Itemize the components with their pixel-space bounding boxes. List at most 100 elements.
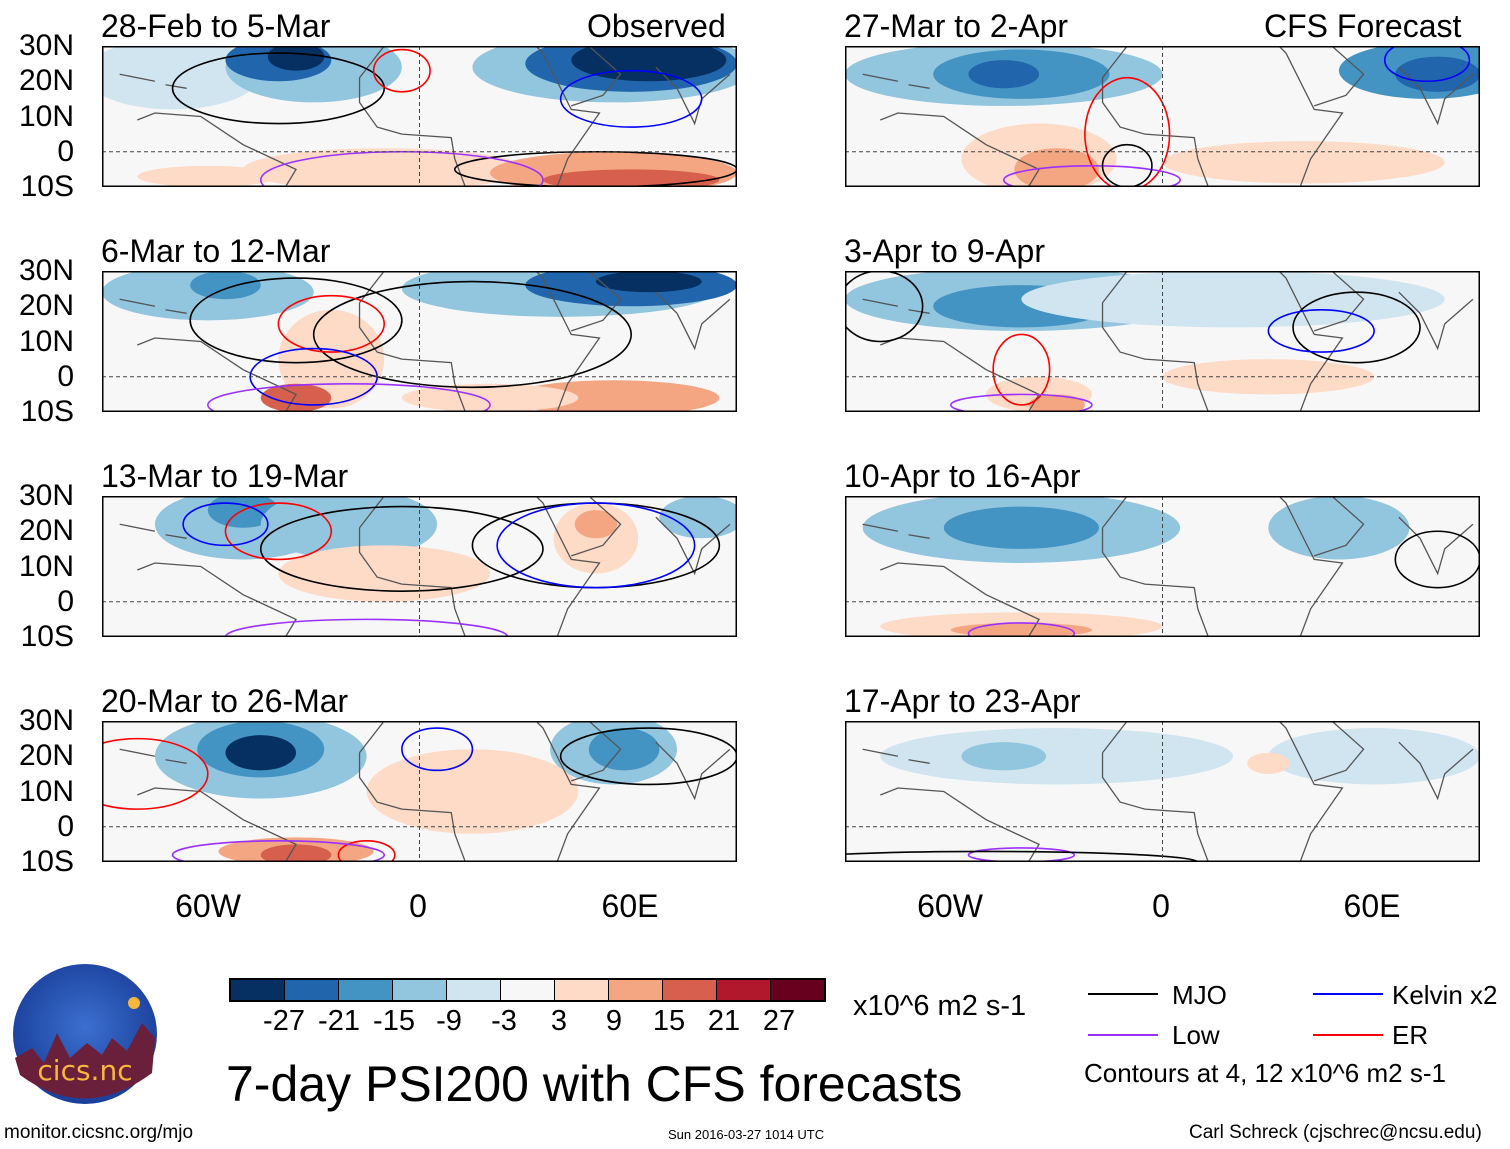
wave-contour bbox=[992, 333, 1051, 406]
footer-url[interactable]: monitor.cicsnc.org/mjo bbox=[4, 1122, 194, 1143]
anomaly-shading bbox=[268, 46, 324, 71]
main-title: 7-day PSI200 with CFS forecasts bbox=[226, 1056, 963, 1112]
anomaly-shading bbox=[1247, 753, 1289, 774]
contour-note: Contours at 4, 12 x10^6 m2 s-1 bbox=[1084, 1058, 1446, 1088]
anomaly-shading bbox=[102, 46, 261, 109]
footer-timestamp: Sun 2016-03-27 1014 UTC bbox=[668, 1127, 825, 1142]
wave-contour bbox=[224, 502, 333, 561]
anomaly-shading bbox=[261, 844, 332, 862]
map-panel bbox=[102, 721, 737, 862]
forecast-label: CFS Forecast bbox=[1264, 8, 1462, 44]
anomaly-shading bbox=[137, 166, 278, 187]
coastline bbox=[845, 271, 1474, 412]
panel-title: 10-Apr to 16-Apr bbox=[844, 458, 1081, 494]
legend-label-low: Low bbox=[1172, 1020, 1220, 1050]
anomaly-shading bbox=[1268, 496, 1409, 559]
panel-frame bbox=[845, 271, 1480, 412]
cicsnc-logo: cics.nc bbox=[13, 964, 157, 1104]
map-panel bbox=[845, 496, 1480, 637]
legend-label-mjo: MJO bbox=[1172, 980, 1227, 1010]
panel-title: 6-Mar to 12-Mar bbox=[101, 233, 331, 269]
legend-line-kelvin bbox=[1313, 993, 1383, 995]
anomaly-shading bbox=[1395, 57, 1480, 92]
wave-contour bbox=[171, 840, 385, 862]
panel-frame bbox=[845, 496, 1480, 637]
legend-label-er: ER bbox=[1392, 1020, 1429, 1050]
wave-contour bbox=[277, 294, 386, 353]
wave-contour bbox=[259, 505, 544, 592]
map-panel bbox=[102, 496, 737, 637]
wave-contour bbox=[224, 618, 509, 637]
colorbar-tick-label: 27 bbox=[762, 1005, 796, 1037]
lat-tick-label: 10N bbox=[18, 99, 74, 133]
lon-tick-right-0: 0 bbox=[1152, 888, 1170, 924]
legend-line-mjo bbox=[1088, 993, 1158, 995]
anomaly-shading bbox=[575, 510, 617, 538]
wave-contour bbox=[312, 280, 632, 389]
colorbar-tick-label: 21 bbox=[707, 1005, 741, 1037]
wave-contour bbox=[1267, 308, 1375, 353]
colorbar-units: x10^6 m2 s-1 bbox=[853, 990, 1027, 1022]
panel-title: 27-Mar to 2-Apr bbox=[844, 8, 1069, 44]
lat-tick-label: 0 bbox=[57, 359, 74, 393]
wave-contour bbox=[496, 502, 696, 589]
legend-label-kelvin: Kelvin x2 bbox=[1392, 980, 1498, 1010]
lat-tick-label: 10S bbox=[20, 620, 74, 653]
colorbar-tick-label: -15 bbox=[373, 1005, 415, 1037]
wave-contour bbox=[337, 840, 396, 862]
colorbar-tick-label: -3 bbox=[491, 1005, 517, 1037]
colorbar-tick-label: 15 bbox=[652, 1005, 686, 1037]
anomaly-shading bbox=[402, 384, 578, 412]
anomaly-shading bbox=[278, 545, 490, 601]
anomaly-shading bbox=[659, 496, 737, 538]
wave-contour bbox=[1383, 46, 1471, 83]
lat-tick-label: 10S bbox=[20, 845, 74, 878]
anomaly-shading bbox=[225, 735, 296, 770]
anomaly-shading bbox=[367, 749, 579, 834]
lon-tick-left-0: 0 bbox=[409, 888, 427, 924]
panel-frame bbox=[102, 721, 737, 862]
panel-frame bbox=[102, 271, 737, 412]
lat-tick-label: 0 bbox=[57, 584, 74, 618]
colorbar-swatch bbox=[393, 980, 447, 1000]
wave-contour bbox=[189, 277, 403, 364]
panel-title: 20-Mar to 26-Mar bbox=[101, 683, 349, 719]
map-panel bbox=[845, 46, 1480, 187]
anomaly-shading bbox=[589, 728, 660, 770]
wave-contour bbox=[845, 850, 1199, 862]
wave-contour bbox=[1002, 165, 1181, 187]
panel-title: 17-Apr to 23-Apr bbox=[844, 683, 1081, 719]
wave-contour bbox=[559, 69, 703, 128]
lat-tick-label: 10N bbox=[18, 549, 74, 583]
coastline bbox=[845, 721, 1474, 862]
lon-tick-left-60w: 60W bbox=[175, 888, 241, 924]
colorbar-tick-label: -21 bbox=[318, 1005, 360, 1037]
wave-contour bbox=[845, 271, 924, 343]
wave-contour bbox=[1292, 291, 1421, 364]
observed-label: Observed bbox=[587, 8, 726, 44]
colorbar-tick-label: 9 bbox=[605, 1005, 623, 1037]
anomaly-shading bbox=[543, 169, 719, 187]
anomaly-shading bbox=[190, 271, 261, 299]
colorbar-tick-label: -27 bbox=[263, 1005, 305, 1037]
wave-contour bbox=[102, 737, 209, 810]
anomaly-shading bbox=[1028, 394, 1084, 412]
lat-tick-label: 10N bbox=[18, 324, 74, 358]
wave-contour bbox=[182, 502, 269, 547]
wave-contour bbox=[1084, 76, 1171, 187]
lat-tick-label: 0 bbox=[57, 809, 74, 843]
anomaly-shading bbox=[1268, 728, 1480, 784]
lat-tick-label: 30N bbox=[18, 29, 74, 62]
lat-tick-label: 10S bbox=[20, 395, 74, 428]
wave-contour bbox=[1394, 530, 1480, 589]
coastline bbox=[845, 496, 1474, 637]
colorbar-swatch bbox=[339, 980, 393, 1000]
panel-frame bbox=[845, 721, 1480, 862]
wave-contour bbox=[950, 393, 1093, 412]
anomaly-shading bbox=[261, 496, 437, 559]
lon-tick-right-60w: 60W bbox=[917, 888, 983, 924]
lat-tick-label: 30N bbox=[18, 254, 74, 287]
wave-contour bbox=[207, 383, 491, 412]
anomaly-shading bbox=[880, 728, 1233, 784]
coastline bbox=[845, 46, 1474, 187]
